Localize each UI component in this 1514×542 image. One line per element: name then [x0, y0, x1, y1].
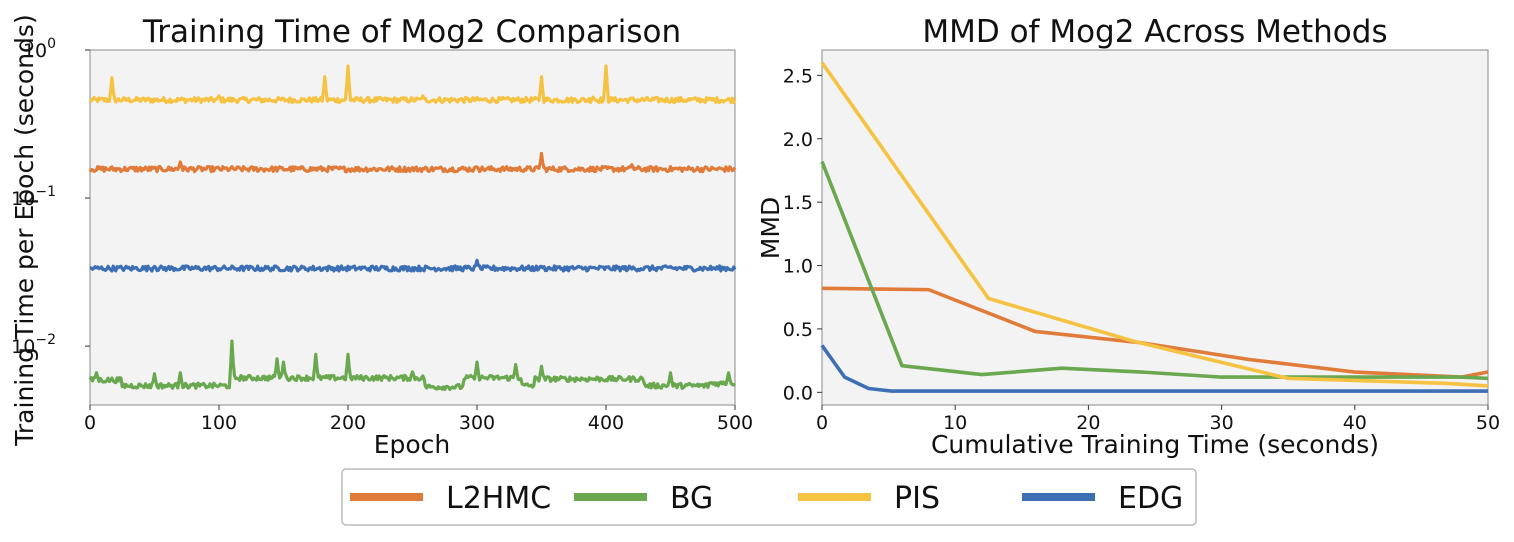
left-chart: Training Time of Mog2 Comparison Epoch T… — [10, 14, 753, 459]
right-y-tick-label: 1.5 — [783, 192, 813, 214]
left-series-group — [88, 64, 737, 392]
left-series-line-bg — [88, 339, 736, 392]
right-chart: MMD of Mog2 Across Methods Cumulative Tr… — [756, 14, 1500, 459]
legend-box — [341, 468, 1197, 526]
legend-items: L2HMC BG PIS EDG — [350, 481, 1183, 516]
right-x-ticks: 0 10 20 30 40 50 — [816, 405, 1500, 434]
left-y-tick-label: 100 — [23, 36, 56, 62]
right-x-tick-label: 20 — [1076, 412, 1100, 434]
right-chart-title: MMD of Mog2 Across Methods — [922, 14, 1387, 50]
right-x-tick-label: 10 — [943, 412, 967, 434]
right-x-tick-label: 30 — [1210, 412, 1234, 434]
left-x-tick-label: 300 — [459, 412, 495, 434]
right-x-axis-label: Cumulative Training Time (seconds) — [931, 430, 1379, 459]
left-x-tick-label: 0 — [84, 412, 96, 434]
right-y-tick-label: 0.5 — [783, 319, 813, 341]
left-y-ticks: 100 10−1 10−2 — [11, 36, 90, 358]
left-series-line-l2hmc — [88, 151, 737, 174]
legend-label-edg: EDG — [1118, 481, 1183, 516]
right-x-tick-label: 50 — [1476, 412, 1500, 434]
right-y-tick-label: 1.0 — [783, 256, 813, 278]
legend-label-l2hmc: L2HMC — [446, 481, 551, 516]
right-y-tick-label: 0.0 — [783, 382, 813, 404]
left-x-tick-label: 200 — [330, 412, 366, 434]
right-y-ticks: 0.0 0.5 1.0 1.5 2.0 2.5 — [783, 65, 822, 404]
left-chart-title: Training Time of Mog2 Comparison — [142, 14, 681, 50]
right-plot-area — [821, 49, 1489, 406]
right-x-tick-label: 0 — [816, 412, 828, 434]
right-y-tick-label: 2.5 — [783, 65, 813, 87]
right-series-group — [820, 61, 1489, 393]
left-x-axis-label: Epoch — [374, 430, 451, 459]
left-x-tick-label: 500 — [717, 412, 753, 434]
left-y-tick-label: 10−1 — [11, 184, 56, 210]
legend: L2HMC BG PIS EDG — [341, 468, 1197, 526]
left-x-tick-label: 400 — [588, 412, 624, 434]
left-series-line-pis — [88, 64, 737, 105]
left-y-axis-label: Training Time per Epoch (seconds) — [10, 14, 39, 446]
left-series-line-edg — [89, 258, 737, 273]
left-plot-area — [89, 49, 736, 406]
right-series-line-edg — [820, 344, 1488, 393]
legend-label-bg: BG — [670, 481, 713, 516]
left-y-tick-label: 10−2 — [11, 332, 56, 358]
right-y-axis-label: MMD — [756, 197, 785, 259]
right-series-line-bg — [820, 160, 1489, 381]
left-x-ticks: 0 100 200 300 400 500 — [84, 405, 753, 434]
right-x-tick-label: 40 — [1343, 412, 1367, 434]
legend-label-pis: PIS — [894, 481, 940, 516]
right-y-tick-label: 2.0 — [783, 129, 813, 151]
left-x-tick-label: 100 — [201, 412, 237, 434]
right-series-line-pis — [820, 61, 1489, 388]
